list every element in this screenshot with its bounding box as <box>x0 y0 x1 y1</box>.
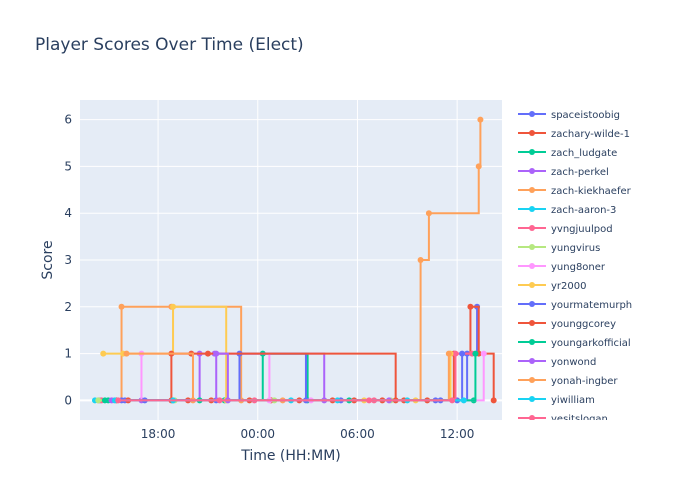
legend-label: yesitslogan <box>551 414 608 425</box>
data-point <box>170 303 177 310</box>
legend-swatch-marker <box>529 320 535 326</box>
y-tick-label: 0 <box>64 393 72 407</box>
x-tick-label: 18:00 <box>141 427 176 441</box>
series-layer <box>91 116 497 404</box>
y-tick-labels: 0 1 2 3 4 5 6 <box>64 113 72 408</box>
data-point <box>366 397 373 404</box>
legend-swatch-marker <box>529 130 535 136</box>
legend-label: zach-kiekhaefer <box>551 186 632 197</box>
legend-swatch-marker <box>529 206 535 212</box>
y-axis-title: Score <box>40 240 56 279</box>
x-tick-label: 00:00 <box>240 427 275 441</box>
y-tick-label: 6 <box>64 113 72 127</box>
data-point <box>452 350 459 357</box>
legend-label: yonwond <box>551 357 596 368</box>
legend-item[interactable]: yonwond <box>518 357 596 368</box>
legend-item[interactable]: zachary-wilde-1 <box>518 129 630 140</box>
legend-item[interactable]: yr2000 <box>518 281 586 292</box>
legend-label: yourmatemurph <box>551 300 632 311</box>
legend-swatch-marker <box>529 301 535 307</box>
legend-swatch-marker <box>529 377 535 383</box>
legend-item[interactable]: zach-aaron-3 <box>518 205 616 216</box>
legend-swatch-marker <box>529 282 535 288</box>
y-tick-label: 1 <box>64 347 72 361</box>
data-point <box>475 163 482 170</box>
legend-swatch-marker <box>529 149 535 155</box>
legend-item[interactable]: younggcorey <box>518 319 616 330</box>
data-point <box>480 350 487 357</box>
legend-label: yung8oner <box>551 262 606 273</box>
legend-item[interactable]: yesitslogan <box>518 414 608 425</box>
legend-label: zach-aaron-3 <box>551 205 616 216</box>
data-point <box>472 350 479 357</box>
legend-item[interactable]: yvngjuulpod <box>518 224 613 235</box>
y-tick-label: 5 <box>64 159 72 173</box>
legend-label: zach-perkel <box>551 167 609 178</box>
legend-label: zachary-wilde-1 <box>551 129 630 140</box>
data-point <box>115 397 122 404</box>
legend-label: younggcorey <box>551 319 616 330</box>
data-point <box>445 350 452 357</box>
legend-item[interactable]: yiwilliam <box>518 395 595 406</box>
data-point <box>213 350 220 357</box>
data-point <box>123 350 130 357</box>
x-tick-label: 12:00 <box>440 427 475 441</box>
legend-label: yonah-ingber <box>551 376 618 387</box>
legend-label: spaceistoobig <box>551 110 620 121</box>
legend-label: youngarkofficial <box>551 338 631 349</box>
y-tick-label: 3 <box>64 253 72 267</box>
legend-item[interactable]: zach-kiekhaefer <box>518 186 632 197</box>
data-point <box>459 350 466 357</box>
legend-item[interactable]: yourmatemurph <box>518 300 632 311</box>
data-point <box>204 350 211 357</box>
data-point <box>467 303 474 310</box>
legend-item[interactable]: youngarkofficial <box>518 338 631 349</box>
legend-swatch-marker <box>529 358 535 364</box>
legend-item[interactable]: zach-perkel <box>518 167 609 178</box>
data-point <box>216 397 223 404</box>
legend-swatch-marker <box>529 187 535 193</box>
legend-label: zach_ludgate <box>551 148 617 159</box>
data-point <box>460 397 467 404</box>
data-point <box>101 397 108 404</box>
data-point <box>417 257 424 263</box>
legend-swatch-marker <box>529 111 535 117</box>
x-tick-label: 06:00 <box>340 427 375 441</box>
legend[interactable]: spaceistoobig zachary-wilde-1 zach_ludgate… <box>518 110 632 425</box>
legend-swatch-marker <box>529 415 535 420</box>
series-yesitslogan <box>115 397 456 404</box>
data-point <box>449 397 456 404</box>
legend-item[interactable]: yung8oner <box>518 262 606 273</box>
data-point <box>118 303 125 310</box>
legend-swatch-marker <box>529 263 535 269</box>
legend-label: yiwilliam <box>551 395 595 406</box>
x-tick-labels: 18:00 00:00 06:00 12:00 <box>141 427 475 441</box>
legend-item[interactable]: yonah-ingber <box>518 376 618 387</box>
legend-label: yungvirus <box>551 243 600 254</box>
y-tick-label: 4 <box>64 206 72 220</box>
legend-item[interactable]: zach_ludgate <box>518 148 617 159</box>
legend-item[interactable]: spaceistoobig <box>518 110 620 121</box>
legend-item[interactable]: yungvirus <box>518 243 600 254</box>
data-point <box>490 397 497 404</box>
legend-swatch-marker <box>529 168 535 174</box>
legend-label: yvngjuulpod <box>551 224 613 235</box>
chart-title: Player Scores Over Time (Elect) <box>35 35 304 55</box>
legend-swatch-marker <box>529 225 535 231</box>
legend-label: yr2000 <box>551 281 586 292</box>
data-point <box>477 116 484 123</box>
legend-swatch-marker <box>529 339 535 345</box>
data-point <box>425 210 432 217</box>
data-point <box>95 397 102 404</box>
x-axis-title: Time (HH:MM) <box>240 448 341 464</box>
y-tick-label: 2 <box>64 300 72 314</box>
series-line <box>98 119 482 402</box>
legend-swatch-marker <box>529 244 535 250</box>
legend-swatch-marker <box>529 396 535 402</box>
data-point <box>100 350 107 357</box>
